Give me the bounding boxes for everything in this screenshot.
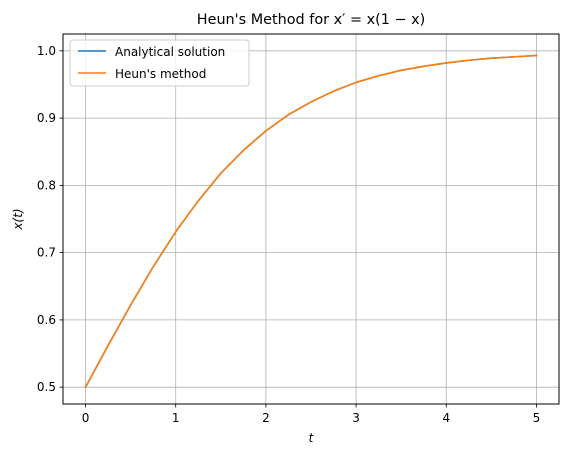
legend-label-heun: Heun's method xyxy=(115,67,206,81)
y-tick-label: 1.0 xyxy=(37,44,56,58)
chart-title: Heun's Method for x′ = x(1 − x) xyxy=(197,12,425,28)
x-tick-label: 1 xyxy=(172,411,180,425)
grid-lines xyxy=(63,34,559,404)
y-tick-label: 0.6 xyxy=(37,313,56,327)
y-tick-label: 0.5 xyxy=(37,380,56,394)
x-tick-label: 4 xyxy=(442,411,450,425)
legend-box xyxy=(69,39,250,87)
series-line-1 xyxy=(84,54,538,389)
plot-frame xyxy=(62,33,560,405)
y-tick-label: 0.7 xyxy=(37,246,56,260)
legend-label-analytical: Analytical solution xyxy=(115,45,225,59)
y-tick-label: 0.9 xyxy=(37,111,56,125)
y-tick-label: 0.8 xyxy=(37,178,56,192)
series-lines xyxy=(84,54,538,389)
x-tick-label: 5 xyxy=(533,411,541,425)
x-tick-label: 2 xyxy=(262,411,270,425)
axis-ticks: 0 1 2 3 4 5 0.5 0.6 0.7 0.8 0.9 1.0 xyxy=(37,44,540,425)
x-axis-label: t xyxy=(309,431,315,445)
x-tick-label: 3 xyxy=(352,411,360,425)
x-tick-label: 0 xyxy=(82,411,90,425)
legend: Analytical solution Heun's method xyxy=(69,39,250,87)
y-axis-label: x(t) xyxy=(11,208,25,230)
